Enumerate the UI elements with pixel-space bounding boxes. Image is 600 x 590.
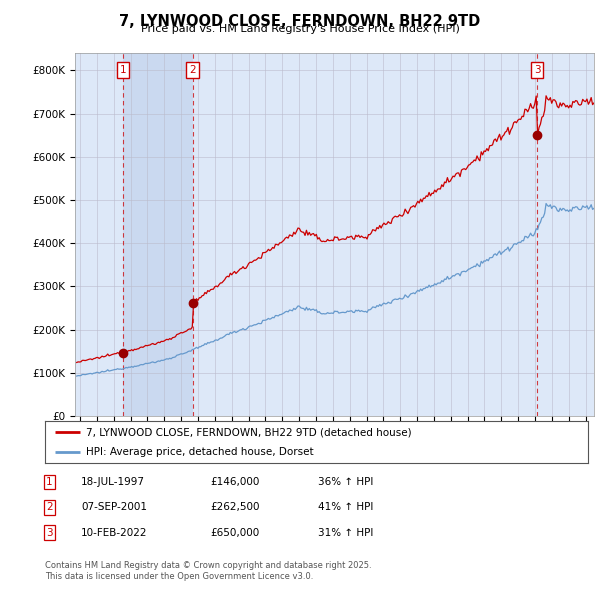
Text: HPI: Average price, detached house, Dorset: HPI: Average price, detached house, Dors… bbox=[86, 447, 313, 457]
Text: 1: 1 bbox=[119, 65, 126, 76]
Text: £146,000: £146,000 bbox=[210, 477, 259, 487]
Text: 2: 2 bbox=[190, 65, 196, 76]
Text: Price paid vs. HM Land Registry's House Price Index (HPI): Price paid vs. HM Land Registry's House … bbox=[140, 24, 460, 34]
Text: 18-JUL-1997: 18-JUL-1997 bbox=[81, 477, 145, 487]
Text: 1: 1 bbox=[46, 477, 53, 487]
Text: 3: 3 bbox=[534, 65, 541, 76]
Text: 2: 2 bbox=[46, 503, 53, 512]
Text: Contains HM Land Registry data © Crown copyright and database right 2025.
This d: Contains HM Land Registry data © Crown c… bbox=[45, 560, 371, 581]
Text: 31% ↑ HPI: 31% ↑ HPI bbox=[318, 528, 373, 537]
Text: 36% ↑ HPI: 36% ↑ HPI bbox=[318, 477, 373, 487]
Text: 3: 3 bbox=[46, 528, 53, 537]
Text: 07-SEP-2001: 07-SEP-2001 bbox=[81, 503, 147, 512]
Text: 10-FEB-2022: 10-FEB-2022 bbox=[81, 528, 148, 537]
Text: £650,000: £650,000 bbox=[210, 528, 259, 537]
Bar bbox=[123, 53, 193, 416]
Text: 41% ↑ HPI: 41% ↑ HPI bbox=[318, 503, 373, 512]
Text: £262,500: £262,500 bbox=[210, 503, 260, 512]
Text: 7, LYNWOOD CLOSE, FERNDOWN, BH22 9TD (detached house): 7, LYNWOOD CLOSE, FERNDOWN, BH22 9TD (de… bbox=[86, 427, 412, 437]
Text: 7, LYNWOOD CLOSE, FERNDOWN, BH22 9TD: 7, LYNWOOD CLOSE, FERNDOWN, BH22 9TD bbox=[119, 14, 481, 28]
